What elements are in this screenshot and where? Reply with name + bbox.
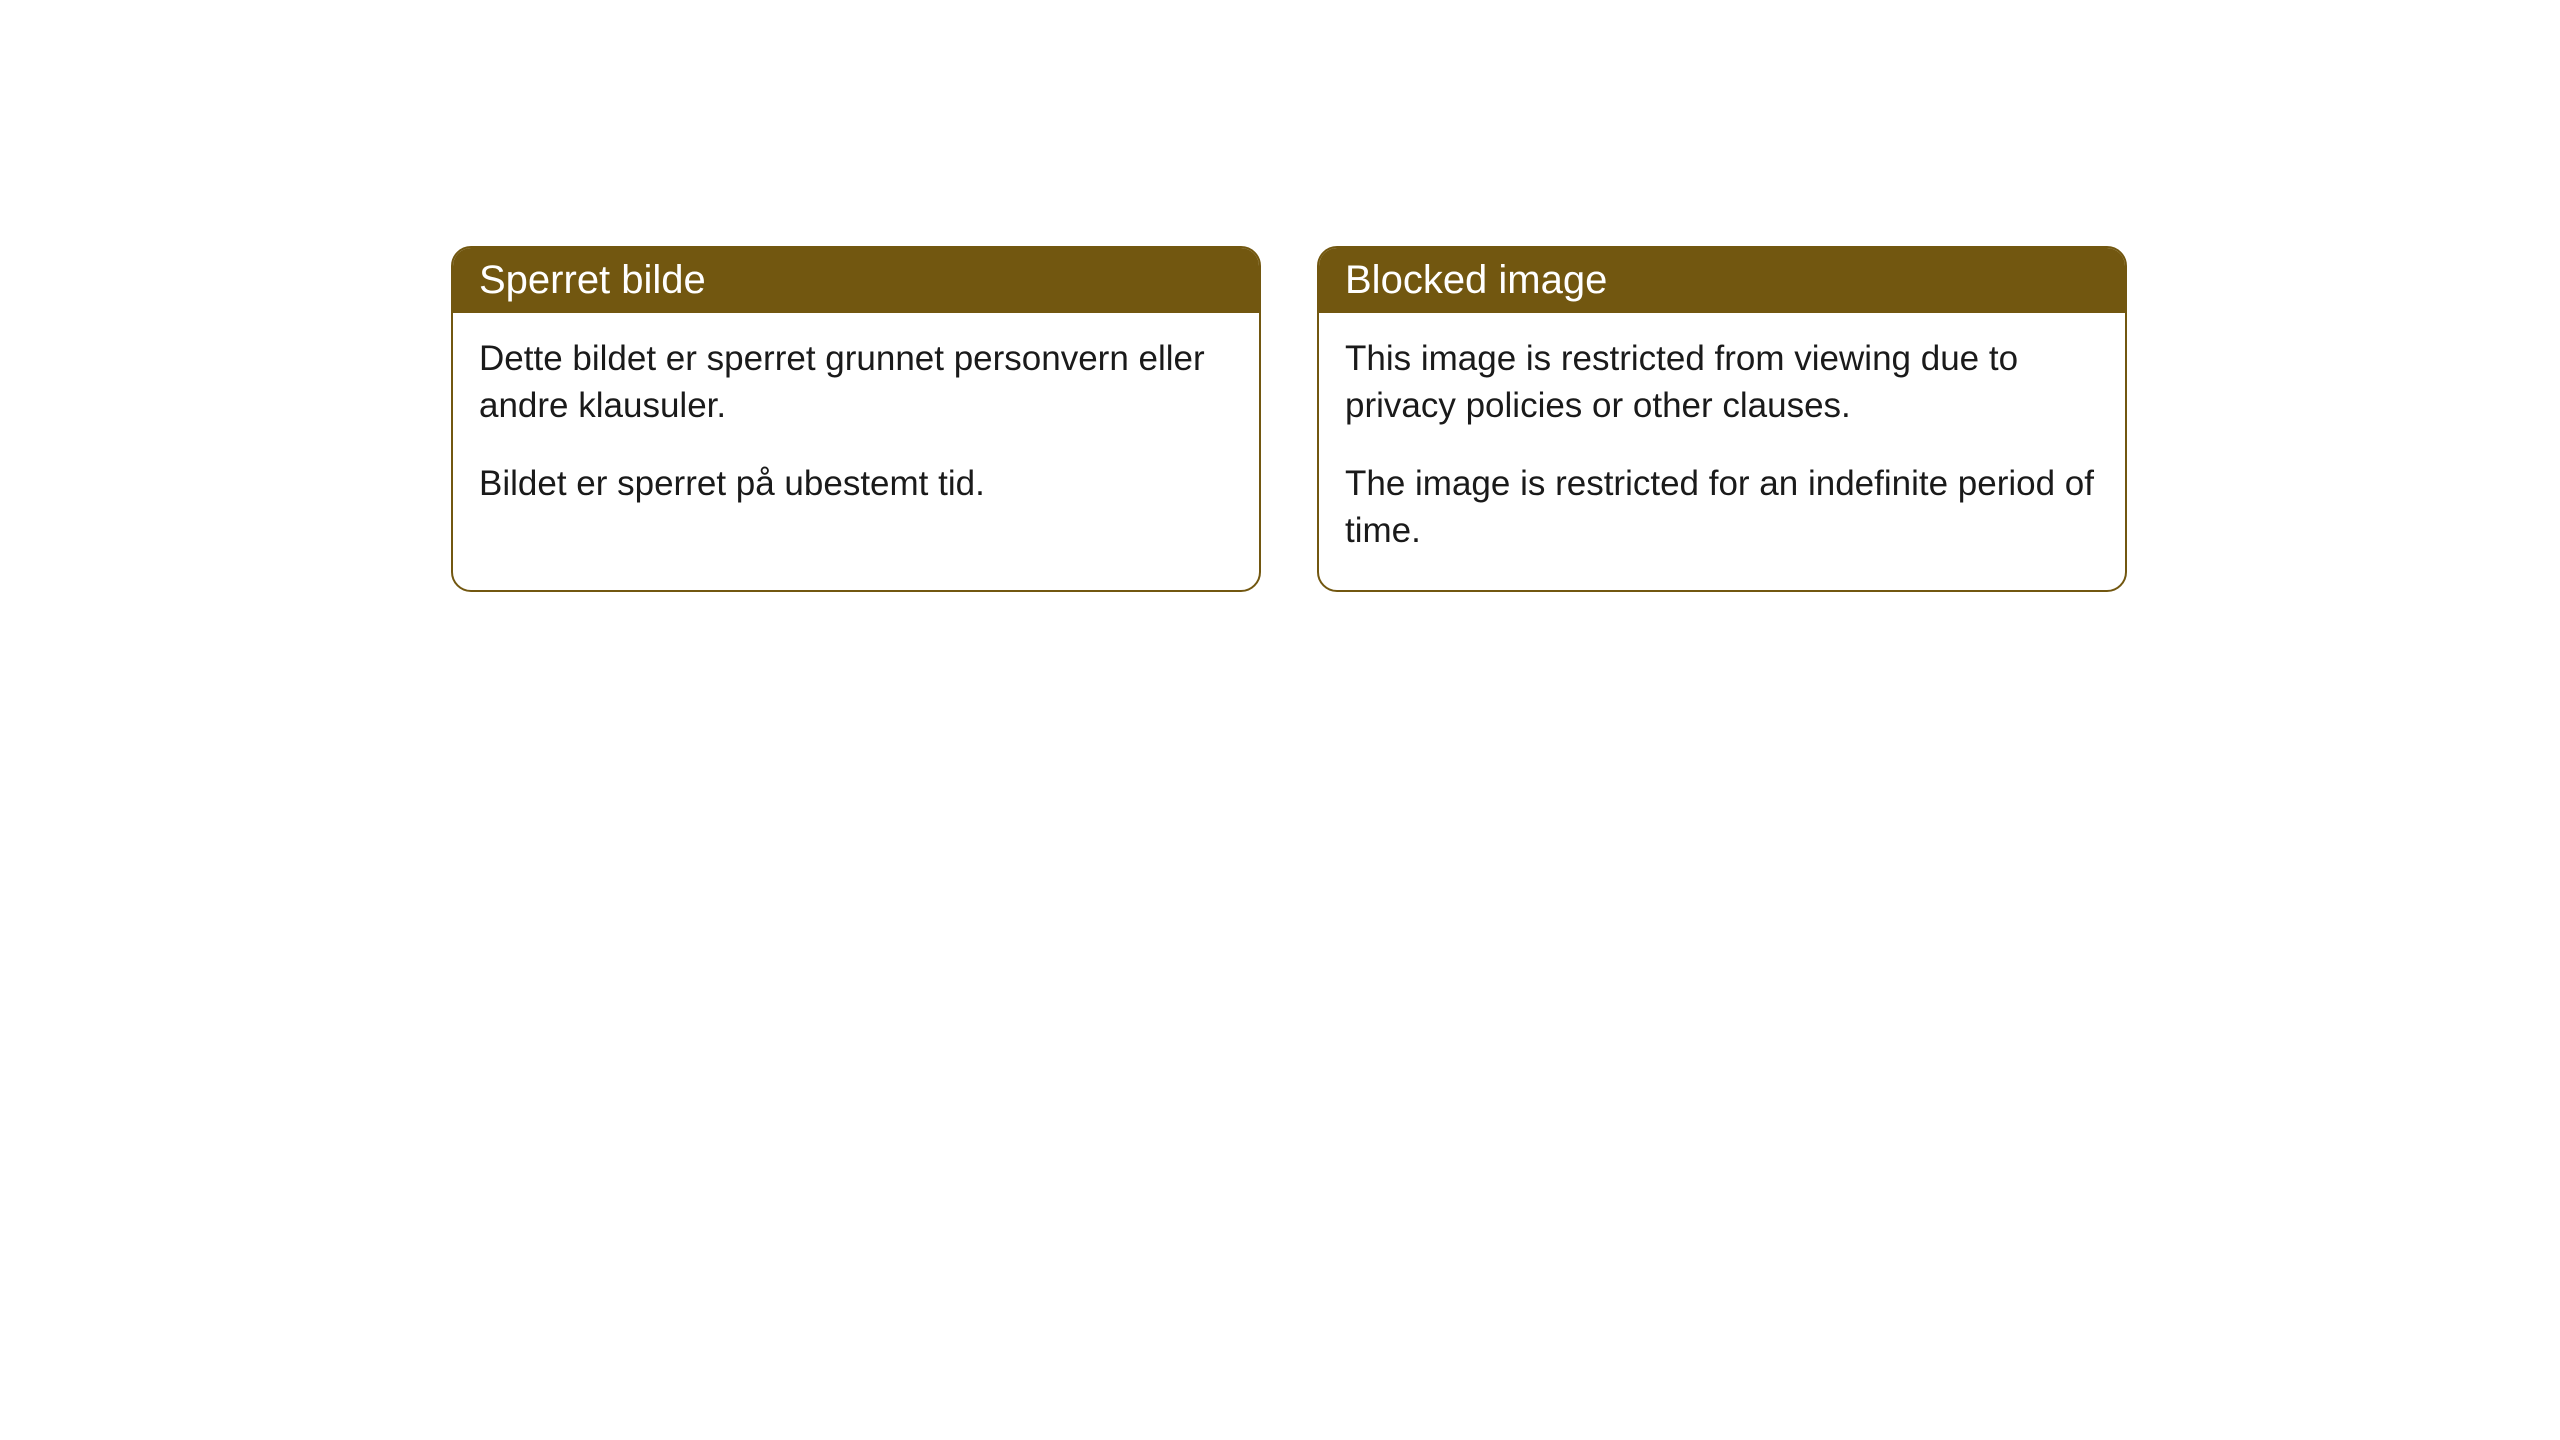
card-paragraph: The image is restricted for an indefinit…: [1345, 460, 2099, 555]
notice-card-english: Blocked image This image is restricted f…: [1317, 246, 2127, 592]
card-paragraph: This image is restricted from viewing du…: [1345, 335, 2099, 430]
card-body: Dette bildet er sperret grunnet personve…: [453, 313, 1259, 543]
card-title: Sperret bilde: [479, 258, 706, 302]
card-header: Sperret bilde: [453, 248, 1259, 313]
card-title: Blocked image: [1345, 258, 1607, 302]
card-header: Blocked image: [1319, 248, 2125, 313]
card-paragraph: Dette bildet er sperret grunnet personve…: [479, 335, 1233, 430]
notice-card-norwegian: Sperret bilde Dette bildet er sperret gr…: [451, 246, 1261, 592]
card-paragraph: Bildet er sperret på ubestemt tid.: [479, 460, 1233, 507]
notice-cards-container: Sperret bilde Dette bildet er sperret gr…: [451, 246, 2127, 592]
card-body: This image is restricted from viewing du…: [1319, 313, 2125, 590]
